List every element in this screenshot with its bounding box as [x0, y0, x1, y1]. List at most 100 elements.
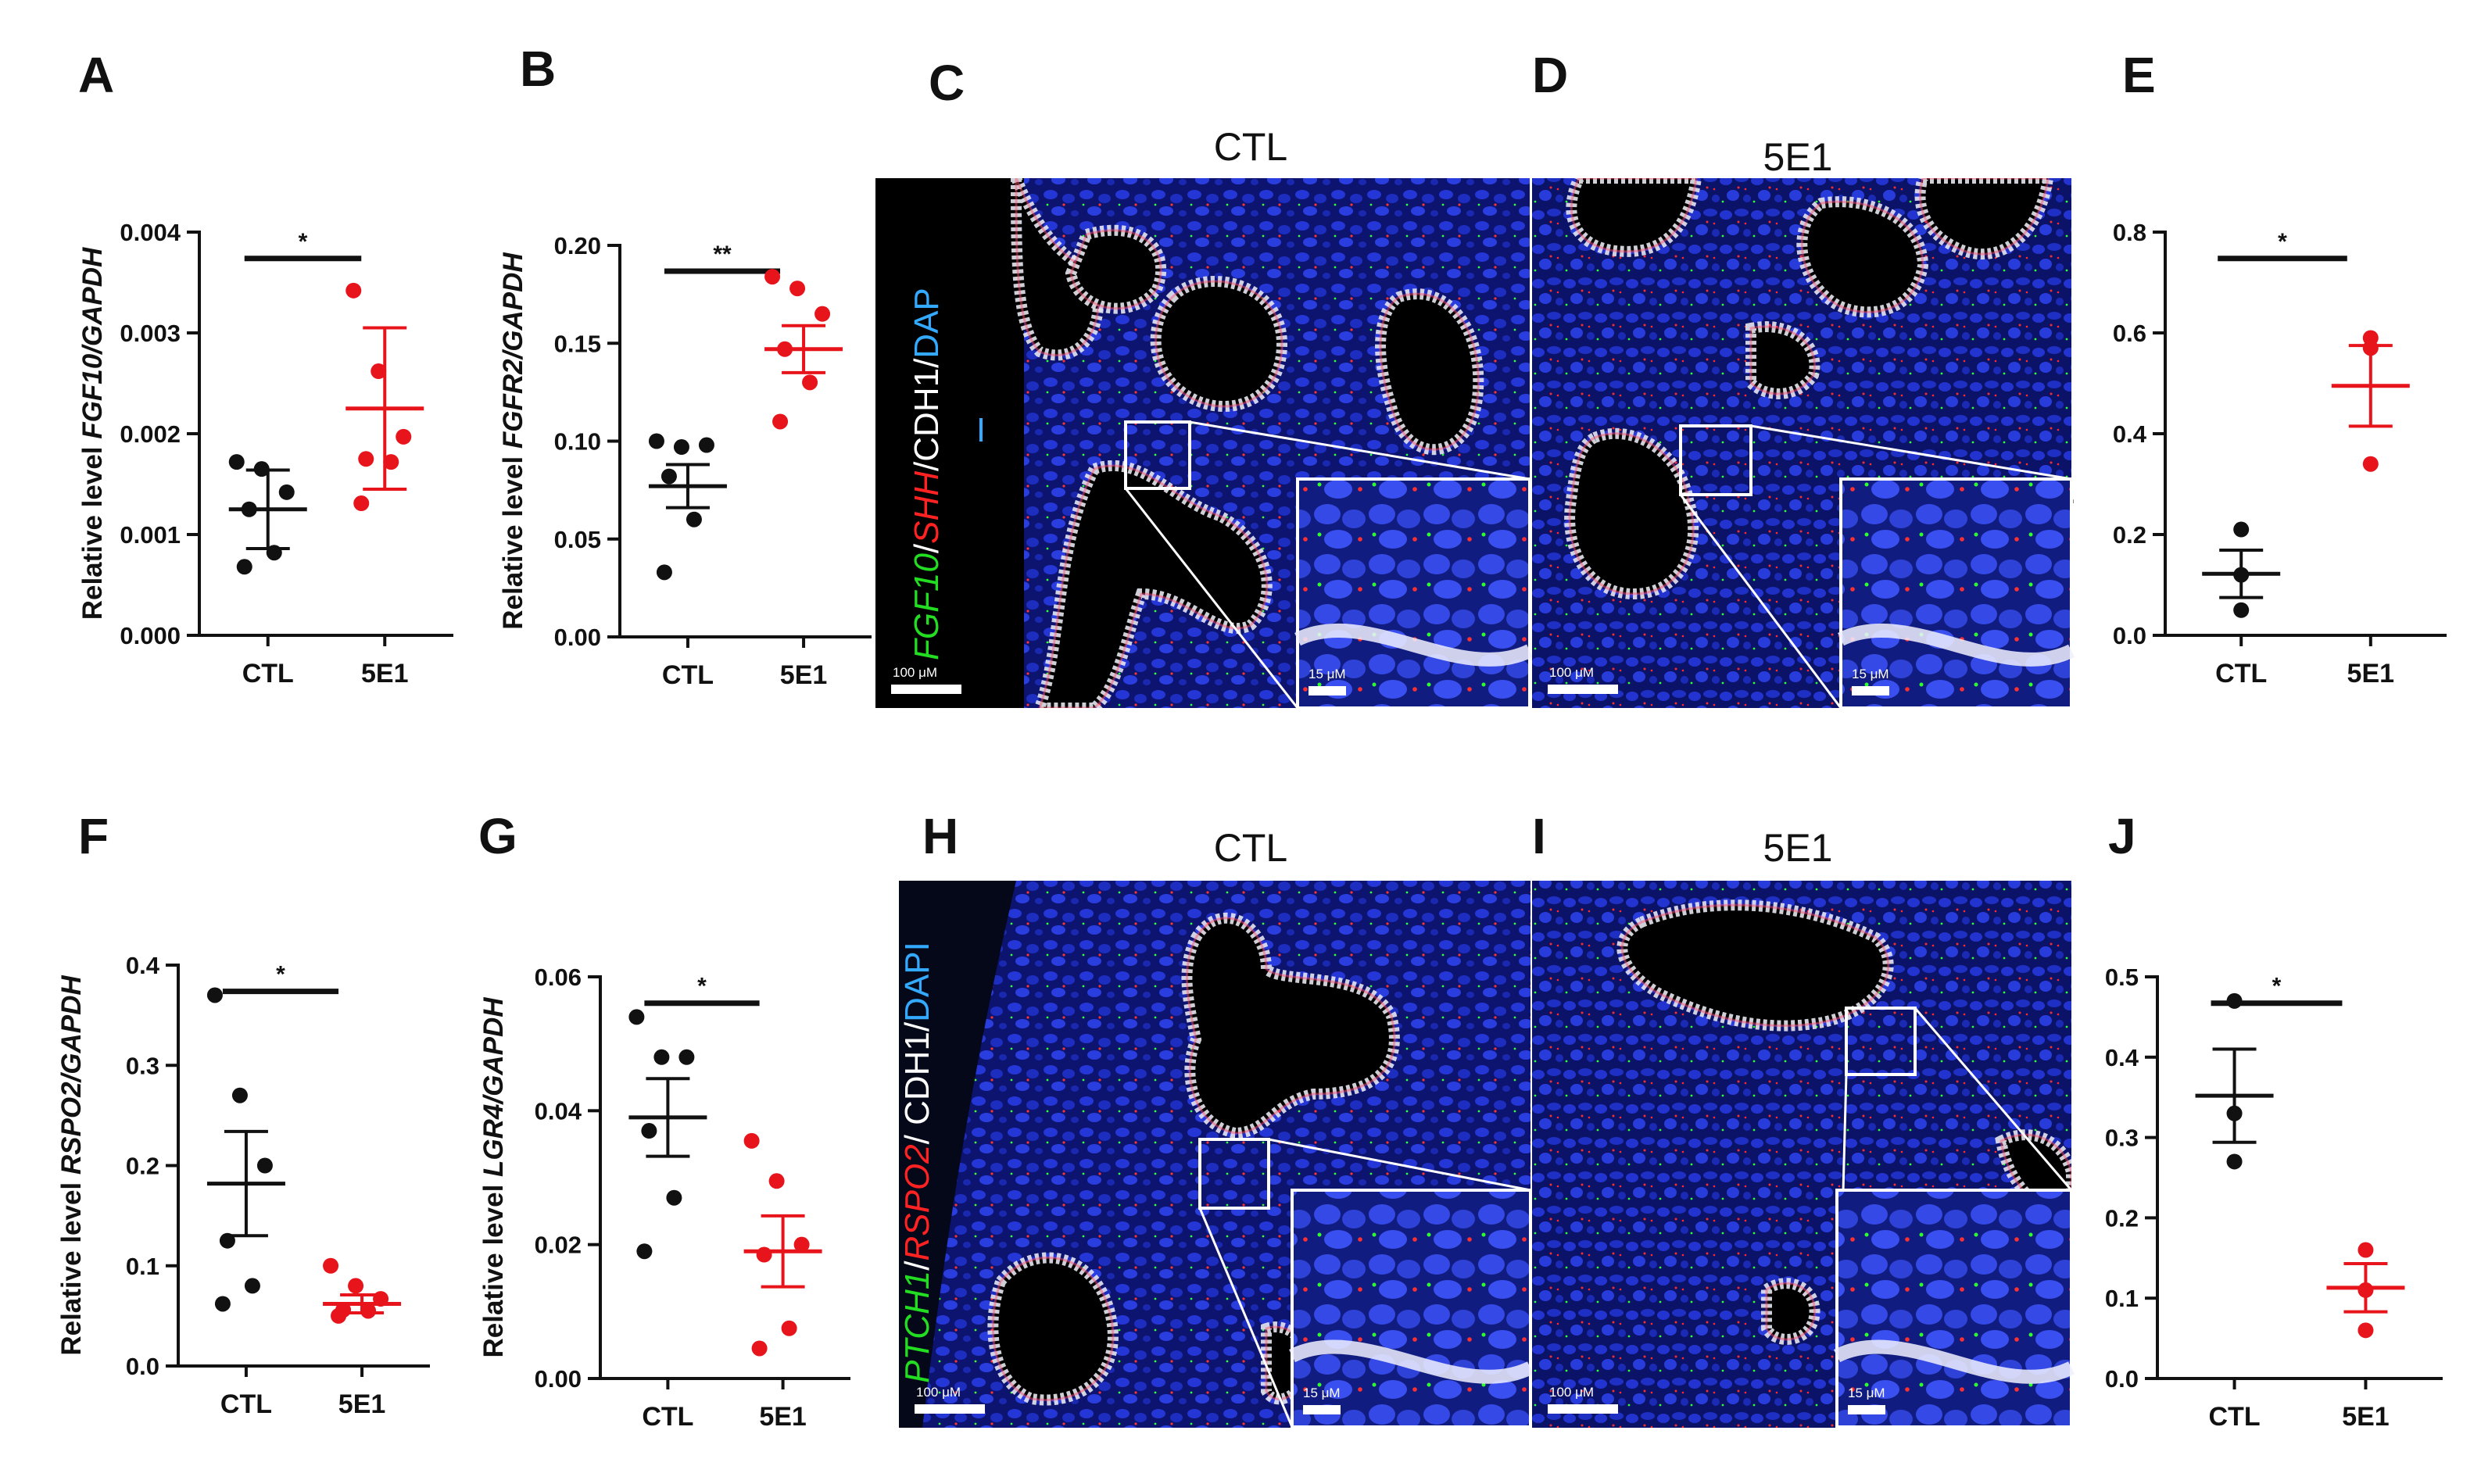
data-point	[793, 1236, 810, 1253]
data-point	[636, 1243, 653, 1260]
scale-bar-main	[915, 1404, 985, 1414]
epithelium-signal	[1919, 178, 2050, 256]
series-5E1	[743, 1132, 822, 1357]
zoom-box	[1124, 420, 1191, 490]
data-point	[673, 439, 689, 456]
y-label-part: Relative level	[56, 1175, 87, 1356]
y-tick-label: 0.2	[2105, 1204, 2139, 1232]
lumen-group	[1011, 178, 1484, 708]
chart-F: 0.0 0.1 0.2 0.3 0.4 CTL 5E1 Relative level RSPO…	[56, 952, 430, 1419]
y-tick-label: 0.15	[554, 330, 601, 357]
inset-epithelium	[1294, 624, 1533, 667]
scale-bar-main	[891, 685, 961, 694]
x-tick-label: 5E1	[780, 660, 828, 690]
panel-letter-G: G	[478, 808, 517, 864]
x-tick-label: CTL	[2209, 1402, 2261, 1432]
y-tick-label: 0.6	[2113, 320, 2146, 347]
stain-segment: RSPO2	[898, 1144, 936, 1261]
epithelium-signal	[1185, 917, 1396, 1135]
data-point	[653, 1049, 670, 1065]
zoom-box	[1845, 1007, 1917, 1076]
scale-label-main: 100 μM	[893, 665, 937, 680]
stain-segment: /	[908, 543, 946, 553]
scale-label-main: 100 μM	[1549, 665, 1594, 680]
y-tick-label: 0.000	[120, 622, 181, 649]
y-tick-label: 0.2	[126, 1153, 159, 1180]
x-tick-label: 5E1	[2347, 659, 2395, 688]
series-CTL	[648, 433, 727, 581]
data-point	[698, 437, 714, 453]
epithelium-signal	[1069, 229, 1162, 310]
lumen-group	[987, 912, 1400, 1406]
data-point	[2362, 340, 2379, 356]
x-tick-label: CTL	[662, 660, 714, 690]
stain-segment: DAP	[908, 288, 946, 358]
x-tick-label: 5E1	[338, 1389, 386, 1419]
epithelium-signal	[1015, 178, 1100, 356]
panel-letter-H: H	[922, 808, 958, 864]
scale-label-inset: 15 μM	[1309, 667, 1346, 681]
data-point	[373, 1291, 389, 1307]
series-CTL	[628, 1009, 707, 1260]
chart-J: 0.00.10.20.30.40.5CTL5E1RNAscope score f…	[2035, 964, 2443, 1432]
data-point	[751, 1340, 768, 1357]
y-label-gene: FGFR2/GAPDH	[498, 252, 528, 449]
micrograph-title: CTL	[1214, 826, 1287, 870]
epithelium-lumen	[1011, 178, 1104, 361]
y-label-part: Relative level	[498, 449, 528, 630]
data-point	[241, 501, 257, 517]
stain-label-top: FGF10/SHH/CDH1/DAP	[908, 288, 946, 660]
significance-stars: *	[2272, 974, 2282, 999]
inset-epithelium	[1838, 624, 2075, 667]
y-axis-label: Relative level LGR4/GAPDH	[478, 997, 509, 1358]
data-point	[2233, 521, 2250, 538]
significance-stars: **	[713, 241, 732, 267]
data-point	[656, 564, 672, 581]
zoom-connector	[1268, 1138, 1531, 1192]
significance-stars: *	[2278, 229, 2287, 255]
data-point	[206, 987, 223, 1003]
stain-label-bottom: PTCH1/RSPO2/ CDH1/DAPI	[898, 942, 936, 1383]
x-tick-label: 5E1	[759, 1402, 807, 1432]
zoom-connector	[1679, 494, 1842, 709]
data-point	[743, 1132, 760, 1149]
y-label-part: Relative level	[77, 439, 108, 620]
data-point	[768, 1173, 785, 1189]
y-tick-label: 0.3	[126, 1052, 159, 1079]
zoom-box	[1679, 424, 1752, 496]
scale-bar-inset	[1309, 686, 1346, 696]
data-point	[278, 484, 295, 500]
epithelium-signal	[1620, 903, 1890, 1028]
data-point	[2362, 456, 2379, 472]
series-CTL	[2202, 521, 2281, 618]
scale-bar-main	[1548, 1404, 1618, 1414]
stain-segment: SHH	[908, 471, 946, 544]
x-tick-label: 5E1	[2342, 1402, 2390, 1432]
data-point	[802, 374, 818, 391]
epithelium-lumen	[1745, 321, 1820, 399]
data-point	[323, 1257, 339, 1274]
zoom-connector	[1914, 1007, 2073, 1191]
lumen-group	[1616, 899, 2071, 1345]
y-tick-label: 0.3	[2105, 1125, 2139, 1152]
epithelium-lumen	[987, 1252, 1119, 1406]
data-point	[396, 428, 412, 445]
scale-label-inset: 15 μM	[1852, 667, 1889, 681]
y-tick-label: 0.0	[2113, 622, 2146, 649]
inset-image	[1835, 1189, 2073, 1429]
image-black-region	[875, 178, 1024, 708]
y-tick-label: 0.002	[120, 420, 181, 448]
epithelium-signal	[991, 1257, 1115, 1401]
epithelium-signal	[1765, 1282, 1816, 1341]
stain-segment: /CDH1/	[908, 358, 946, 471]
scale-bar-inset	[1848, 1405, 1885, 1414]
data-point	[383, 454, 399, 470]
data-point	[256, 1157, 273, 1174]
data-point	[236, 559, 252, 575]
y-tick-label: 0.02	[535, 1232, 582, 1259]
scale-label-inset: 15 μM	[1848, 1386, 1885, 1400]
y-tick-label: 0.04	[535, 1097, 582, 1125]
x-tick-label: CTL	[220, 1389, 272, 1419]
data-point	[360, 1303, 377, 1319]
y-tick-label: 0.8	[2113, 219, 2146, 246]
